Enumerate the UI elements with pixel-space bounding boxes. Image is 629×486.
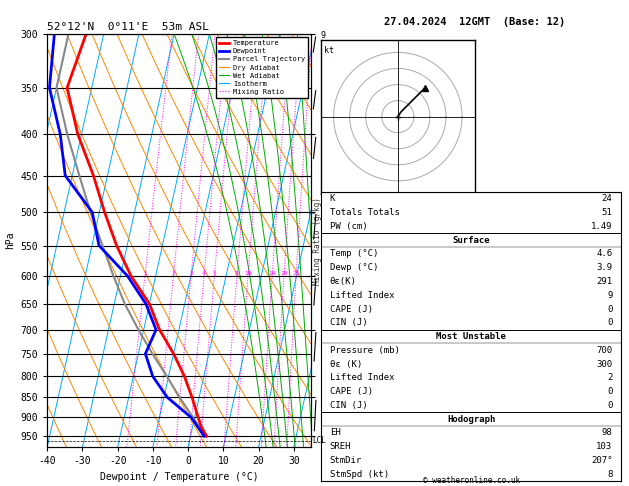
Text: 0: 0 xyxy=(607,401,613,410)
Text: CAPE (J): CAPE (J) xyxy=(330,305,373,313)
Text: CIN (J): CIN (J) xyxy=(330,401,367,410)
Text: 8: 8 xyxy=(607,470,613,479)
Text: PW (cm): PW (cm) xyxy=(330,222,367,231)
Text: 51: 51 xyxy=(602,208,613,217)
Text: CAPE (J): CAPE (J) xyxy=(330,387,373,396)
Text: 0: 0 xyxy=(607,387,613,396)
Text: Pressure (mb): Pressure (mb) xyxy=(330,346,399,355)
Text: Mixing Ratio (g/kg): Mixing Ratio (g/kg) xyxy=(313,197,321,284)
Text: Most Unstable: Most Unstable xyxy=(436,332,506,341)
Text: θε(K): θε(K) xyxy=(330,277,357,286)
Text: Totals Totals: Totals Totals xyxy=(330,208,399,217)
Text: 20: 20 xyxy=(281,271,287,276)
Text: 2: 2 xyxy=(607,373,613,382)
Text: 52°12'N  0°11'E  53m ASL: 52°12'N 0°11'E 53m ASL xyxy=(47,22,209,32)
Text: 700: 700 xyxy=(596,346,613,355)
Text: 1: 1 xyxy=(143,271,147,276)
Text: 9: 9 xyxy=(607,291,613,300)
Text: CIN (J): CIN (J) xyxy=(330,318,367,327)
Text: Temp (°C): Temp (°C) xyxy=(330,249,378,259)
Text: 0: 0 xyxy=(607,305,613,313)
Text: 16: 16 xyxy=(269,271,276,276)
X-axis label: Dewpoint / Temperature (°C): Dewpoint / Temperature (°C) xyxy=(100,472,259,482)
Text: SREH: SREH xyxy=(330,442,352,451)
Text: Lifted Index: Lifted Index xyxy=(330,373,394,382)
Text: K: K xyxy=(330,194,335,203)
Text: 300: 300 xyxy=(596,360,613,368)
Text: 3: 3 xyxy=(189,271,193,276)
Text: 4.6: 4.6 xyxy=(596,249,613,259)
Text: 207°: 207° xyxy=(591,456,613,465)
Text: 2: 2 xyxy=(172,271,175,276)
Text: 8: 8 xyxy=(235,271,239,276)
Y-axis label: hPa: hPa xyxy=(5,232,15,249)
Text: 4: 4 xyxy=(202,271,206,276)
Text: 10: 10 xyxy=(244,271,252,276)
Text: θε (K): θε (K) xyxy=(330,360,362,368)
Text: Hodograph: Hodograph xyxy=(447,415,495,424)
Text: 25: 25 xyxy=(292,271,300,276)
Text: EH: EH xyxy=(330,429,340,437)
Text: 27.04.2024  12GMT  (Base: 12): 27.04.2024 12GMT (Base: 12) xyxy=(384,17,565,27)
Text: 24: 24 xyxy=(602,194,613,203)
Text: © weatheronline.co.uk: © weatheronline.co.uk xyxy=(423,476,520,485)
Text: 1.49: 1.49 xyxy=(591,222,613,231)
Text: 98: 98 xyxy=(602,429,613,437)
Text: Surface: Surface xyxy=(452,236,490,244)
Text: 3.9: 3.9 xyxy=(596,263,613,272)
Text: Lifted Index: Lifted Index xyxy=(330,291,394,300)
Legend: Temperature, Dewpoint, Parcel Trajectory, Dry Adiabat, Wet Adiabat, Isotherm, Mi: Temperature, Dewpoint, Parcel Trajectory… xyxy=(216,37,308,98)
Text: 291: 291 xyxy=(596,277,613,286)
Text: 0: 0 xyxy=(607,318,613,327)
Text: StmDir: StmDir xyxy=(330,456,362,465)
Text: 103: 103 xyxy=(596,442,613,451)
Text: LCL: LCL xyxy=(313,436,326,445)
Text: StmSpd (kt): StmSpd (kt) xyxy=(330,470,389,479)
Text: 5: 5 xyxy=(213,271,216,276)
Text: kt: kt xyxy=(324,46,334,55)
Y-axis label: km
ASL: km ASL xyxy=(337,221,352,241)
Text: Dewp (°C): Dewp (°C) xyxy=(330,263,378,272)
